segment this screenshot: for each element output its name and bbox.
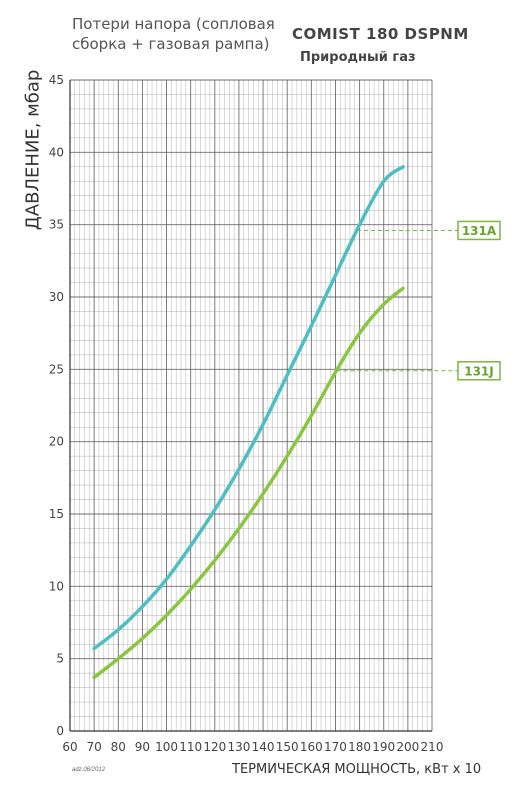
x-tick-label: 80 bbox=[111, 740, 126, 754]
y-tick-label: 5 bbox=[56, 652, 64, 666]
chart-subtitle-line2: сборка + газовая рампа) bbox=[72, 35, 270, 53]
x-tick-label: 120 bbox=[203, 740, 226, 754]
x-tick-label: 90 bbox=[135, 740, 150, 754]
series-label-131j: 131J bbox=[464, 364, 494, 378]
x-tick-label: 70 bbox=[86, 740, 101, 754]
x-tick-label: 200 bbox=[396, 740, 419, 754]
x-axis-label: ТЕРМИЧЕСКАЯ МОЩНОСТЬ, кВт x 10 bbox=[232, 762, 482, 777]
x-tick-label: 150 bbox=[276, 740, 299, 754]
x-tick-label: 170 bbox=[324, 740, 347, 754]
y-tick-label: 30 bbox=[49, 290, 64, 304]
y-tick-label: 35 bbox=[49, 218, 64, 232]
series-line-131j bbox=[92, 286, 405, 680]
gas-type: Природный газ bbox=[300, 50, 416, 65]
x-tick-label: 130 bbox=[227, 740, 250, 754]
x-tick-label: 60 bbox=[62, 740, 77, 754]
series-line-131a bbox=[92, 165, 405, 651]
y-tick-label: 25 bbox=[49, 362, 64, 376]
chart-subtitle-line1: Потери напора (сопловая bbox=[72, 15, 275, 33]
series-label-131a: 131A bbox=[462, 224, 497, 238]
y-tick-label: 15 bbox=[49, 507, 64, 521]
x-tick-label: 140 bbox=[252, 740, 275, 754]
y-tick-label: 20 bbox=[49, 435, 64, 449]
x-tick-label: 190 bbox=[372, 740, 395, 754]
y-tick-label: 0 bbox=[56, 724, 64, 738]
x-tick-label: 180 bbox=[348, 740, 371, 754]
model-title: COMIST 180 DSPNM bbox=[292, 25, 469, 43]
series-label-box-131j bbox=[457, 361, 501, 381]
x-tick-label: 160 bbox=[300, 740, 323, 754]
chart-subtitle: Потери напора (сопловая сборка + газовая… bbox=[72, 14, 275, 54]
y-tick-label: 40 bbox=[49, 145, 64, 159]
footer-note: adz.06/2012 bbox=[72, 767, 106, 773]
y-tick-label: 10 bbox=[49, 579, 64, 593]
series-label-box-131a bbox=[457, 220, 501, 241]
x-tick-label: 210 bbox=[421, 740, 444, 754]
x-tick-label: 100 bbox=[155, 740, 178, 754]
y-tick-label: 45 bbox=[49, 73, 64, 87]
x-tick-label: 110 bbox=[179, 740, 202, 754]
